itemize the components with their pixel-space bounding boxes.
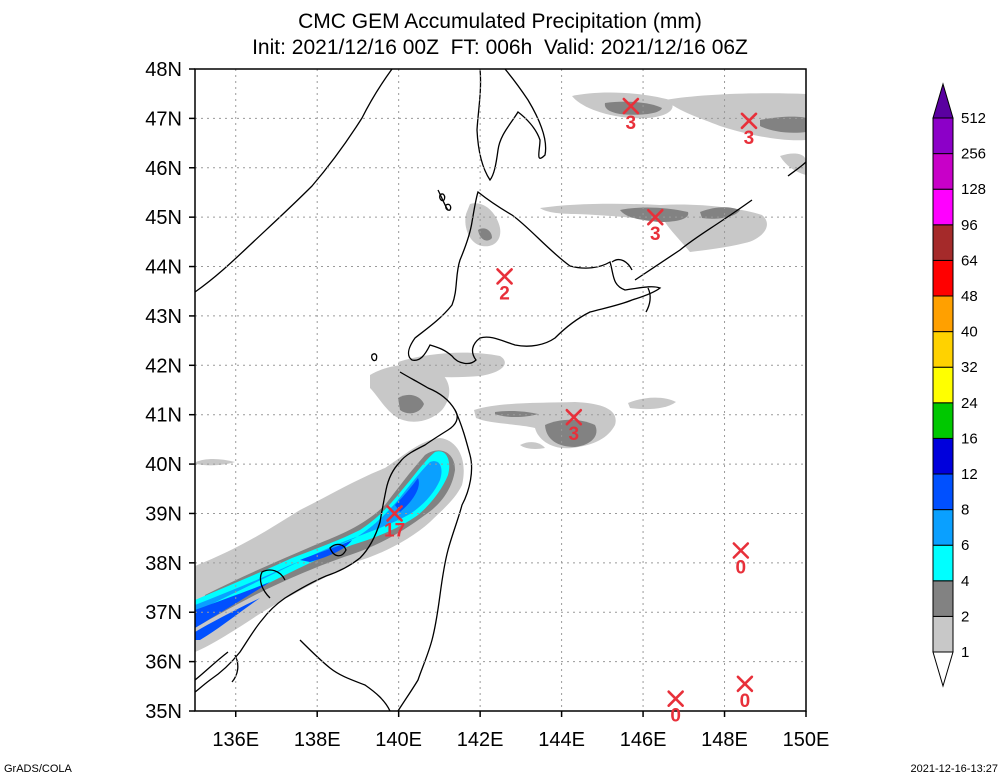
- marker-value-label: 3: [626, 113, 637, 134]
- colorbar-level-label: 2: [961, 608, 969, 625]
- y-tick-label: 37N: [145, 602, 182, 624]
- value-marker: 0: [667, 690, 684, 727]
- colorbar-level-label: 32: [961, 359, 978, 376]
- y-tick-label: 41N: [145, 405, 182, 427]
- map-frame: [194, 68, 807, 712]
- y-tick-label: 40N: [145, 454, 182, 476]
- colorbar-swatch: [932, 295, 954, 333]
- x-tick-label: 148E: [701, 729, 748, 751]
- colorbar-level-label: 48: [961, 288, 978, 305]
- marker-value-label: 0: [670, 706, 681, 727]
- colorbar-level-label: 128: [961, 181, 986, 198]
- colorbar-swatch: [932, 188, 954, 226]
- colorbar-level-label: 96: [961, 217, 978, 234]
- x-tick-label: 140E: [375, 729, 422, 751]
- colorbar-swatch: [932, 509, 954, 546]
- y-tick-label: 44N: [145, 257, 182, 279]
- footer-timestamp: 2021-12-16-13:27: [910, 763, 998, 775]
- colorbar-level-label: 4: [961, 573, 969, 590]
- x-axis: 136E 138E 140E 142E 144E 146E 148E 150E: [212, 711, 829, 751]
- x-tick-label: 144E: [538, 729, 585, 751]
- colorbar-swatch: [932, 117, 954, 155]
- colorbar-swatch: [932, 366, 954, 404]
- y-tick-label: 47N: [145, 108, 182, 130]
- colorbar-swatch: [932, 224, 954, 261]
- x-tick-label: 136E: [212, 729, 259, 751]
- value-marker: 0: [732, 542, 750, 579]
- map-grid: [195, 69, 806, 711]
- x-tick-label: 150E: [783, 729, 830, 751]
- colorbar-level-label: 6: [961, 537, 969, 554]
- y-tick-label: 43N: [145, 306, 182, 328]
- x-tick-label: 146E: [620, 729, 667, 751]
- marker-value-label: 0: [736, 558, 747, 579]
- marker-cross-icon: [565, 408, 583, 426]
- marker-cross-icon: [646, 208, 664, 226]
- value-marker: 0: [736, 675, 754, 712]
- value-markers: 17 2 3 3 3 3 0 0 0: [384, 97, 758, 727]
- y-tick-label: 35N: [145, 701, 182, 723]
- colorbar-level-label: 8: [961, 502, 969, 519]
- colorbar-level-label: 16: [961, 430, 978, 447]
- colorbar-swatch: [932, 580, 954, 617]
- colorbar-level-label: 256: [961, 146, 986, 163]
- marker-cross-icon: [740, 112, 758, 130]
- marker-cross-icon: [496, 268, 513, 285]
- y-tick-label: 46N: [145, 158, 182, 180]
- marker-value-label: 3: [650, 224, 661, 245]
- marker-cross-icon: [732, 542, 750, 559]
- marker-value-label: 17: [384, 520, 405, 541]
- marker-cross-icon: [736, 675, 754, 693]
- colorbar-level-label: 64: [961, 252, 978, 269]
- colorbar-low-arrow: [932, 651, 954, 688]
- marker-value-label: 2: [499, 283, 510, 304]
- x-tick-label: 138E: [294, 729, 341, 751]
- colorbar-level-label: 1: [961, 644, 969, 661]
- colorbar-swatch: [932, 615, 954, 653]
- y-axis: 35N 36N 37N 38N 39N 40N 41N 42N 43N 44N 45N 46N 47N 4…: [145, 59, 195, 723]
- map-subtitle: Init: 2021/12/16 00Z FT: 006h Valid: 202…: [252, 36, 748, 59]
- footer-software-credit: GrADS/COLA: [4, 763, 72, 775]
- colorbar-high-arrow: [932, 82, 954, 119]
- colorbar-swatch: [932, 402, 954, 439]
- value-marker: 3: [622, 97, 640, 134]
- value-marker: 3: [740, 112, 758, 149]
- y-tick-label: 42N: [145, 355, 182, 377]
- colorbar-swatch: [932, 153, 954, 190]
- colorbar-swatch: [932, 473, 954, 511]
- marker-value-label: 0: [740, 691, 751, 712]
- precip-4mm: [195, 451, 450, 620]
- colorbar-level-label: 12: [961, 466, 978, 483]
- colorbar-swatch: [932, 437, 954, 475]
- marker-value-label: 3: [744, 128, 755, 149]
- precip-8mm: [195, 478, 419, 640]
- value-marker: 2: [496, 268, 513, 304]
- colorbar-swatch: [932, 544, 954, 582]
- coastlines: [195, 69, 806, 711]
- marker-cross-icon: [386, 505, 403, 522]
- x-tick-label: 142E: [457, 729, 504, 751]
- map-title: CMC GEM Accumulated Precipitation (mm): [298, 10, 702, 33]
- colorbar-level-label: 512: [961, 110, 986, 127]
- y-tick-label: 45N: [145, 207, 182, 229]
- value-marker: 3: [646, 208, 664, 245]
- colorbar-level-label: 40: [961, 324, 978, 341]
- colorbar-swatch: [932, 331, 954, 368]
- marker-cross-icon: [622, 97, 640, 115]
- marker-cross-icon: [667, 690, 684, 707]
- value-marker: 3: [565, 408, 583, 445]
- y-tick-label: 36N: [145, 652, 182, 674]
- colorbar-swatch: [932, 259, 954, 297]
- y-tick-label: 38N: [145, 553, 182, 575]
- precip-6mm: [195, 461, 442, 612]
- y-tick-label: 48N: [145, 59, 182, 81]
- y-tick-label: 39N: [145, 503, 182, 525]
- marker-value-label: 3: [569, 424, 580, 445]
- colorbar-level-label: 24: [961, 395, 978, 412]
- value-marker: 17: [384, 505, 405, 541]
- precipitation-shading: [195, 92, 806, 652]
